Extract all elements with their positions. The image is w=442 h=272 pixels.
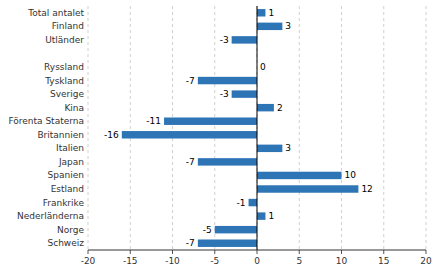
data-label: -7 [186, 157, 195, 167]
category-label: Nederländerna [17, 211, 84, 221]
bar [257, 23, 282, 30]
bar [249, 199, 257, 206]
grid-line [383, 6, 384, 250]
data-labels: 13-30-7-32-11-163-71012-11-5-7 [104, 8, 373, 248]
grid-line [257, 6, 258, 250]
category-label: Italien [56, 143, 84, 153]
category-label: Norge [57, 225, 84, 235]
category-label: Sverige [50, 89, 84, 99]
tick-mark [257, 250, 258, 254]
grid-line [172, 6, 173, 250]
data-label: 3 [285, 21, 291, 31]
data-label: -1 [237, 198, 246, 208]
tick-mark [88, 250, 89, 254]
grid-line [299, 6, 300, 250]
category-label: Ryssland [44, 62, 84, 72]
grid [88, 6, 426, 250]
tick-label: 5 [296, 256, 302, 266]
data-label: -3 [220, 35, 229, 45]
data-label: 1 [268, 211, 274, 221]
category-label: Total antalet [27, 8, 84, 18]
grid-line [130, 6, 131, 250]
tick-label: 20 [420, 256, 432, 266]
y-axis: Total antalet Finland Utländer Ryssland Tysk… [8, 8, 84, 248]
tick-label: 15 [378, 256, 389, 266]
bar [232, 90, 257, 97]
category-label: Japan [58, 157, 84, 167]
category-label: Finland [52, 21, 84, 31]
tick-label: -15 [123, 256, 138, 266]
tick-label: 0 [254, 256, 260, 266]
tick-label: -10 [165, 256, 180, 266]
data-label: 2 [277, 103, 283, 113]
bar [122, 131, 257, 138]
chart: -20-15-10-50510152013-30-7-32-11-163-710… [0, 0, 442, 272]
category-label: Utländer [45, 35, 84, 45]
category-label: Spanien [48, 170, 84, 180]
category-label: Estland [51, 184, 84, 194]
bar [198, 77, 257, 84]
category-label: Kina [64, 103, 84, 113]
tick-mark [172, 250, 173, 254]
category-label: Tyskland [44, 76, 84, 86]
grid-line [426, 6, 427, 250]
bar [257, 9, 265, 16]
grid-line [214, 6, 215, 250]
bar [164, 117, 257, 124]
category-label: Schweiz [48, 238, 85, 248]
data-label: 12 [361, 184, 372, 194]
data-label: -7 [186, 238, 195, 248]
data-label: 1 [268, 8, 274, 18]
tick-label: 10 [336, 256, 348, 266]
bar [257, 212, 265, 219]
bar [198, 239, 257, 246]
category-label: Frankrike [43, 198, 85, 208]
data-label: -3 [220, 89, 229, 99]
tick-mark [214, 250, 215, 254]
data-label: -16 [104, 130, 119, 140]
x-axis: -20 -15 -10 -5 0 5 10 15 20 [81, 250, 432, 266]
tick-mark [426, 250, 427, 254]
bar [257, 172, 342, 179]
data-label: -7 [186, 76, 195, 86]
tick-label: -20 [81, 256, 96, 266]
chart-container: -20-15-10-50510152013-30-7-32-11-163-710… [0, 0, 442, 272]
bar [232, 36, 257, 43]
data-label: 3 [285, 143, 291, 153]
category-label: Britannien [37, 130, 84, 140]
tick-label: -5 [210, 256, 219, 266]
zero-line [257, 6, 258, 250]
grid-line [88, 6, 89, 250]
tick-mark [130, 250, 131, 254]
tick-mark [341, 250, 342, 254]
bar [257, 104, 274, 111]
tick-mark [383, 250, 384, 254]
data-label: -11 [146, 116, 161, 126]
data-label: 10 [345, 170, 357, 180]
category-label: Förenta Staterna [8, 116, 84, 126]
bar [215, 226, 257, 233]
grid-line [341, 6, 342, 250]
bar [198, 158, 257, 165]
bar [257, 185, 358, 192]
data-label: -5 [203, 225, 212, 235]
bar [257, 145, 282, 152]
tick-mark [299, 250, 300, 254]
bars [122, 9, 359, 247]
data-label: 0 [260, 62, 266, 72]
